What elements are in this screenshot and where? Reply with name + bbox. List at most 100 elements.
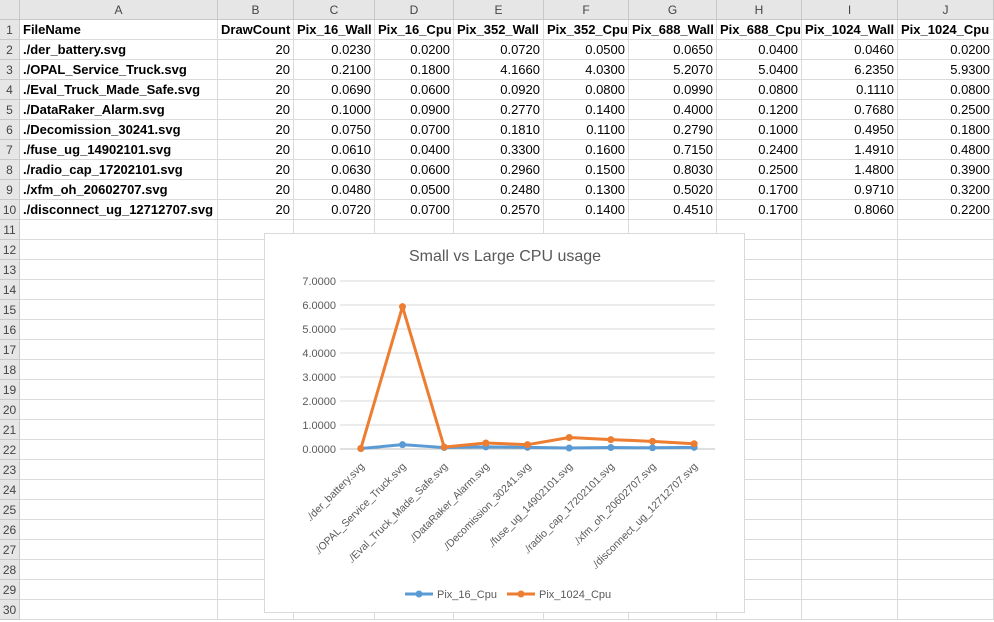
empty-cell[interactable] bbox=[20, 320, 218, 340]
table-cell[interactable]: 5.2070 bbox=[629, 60, 717, 80]
empty-cell[interactable] bbox=[20, 440, 218, 460]
row-header[interactable]: 4 bbox=[0, 80, 20, 100]
empty-cell[interactable] bbox=[20, 580, 218, 600]
table-cell[interactable]: 0.1600 bbox=[544, 140, 629, 160]
table-cell[interactable]: 0.1700 bbox=[717, 200, 802, 220]
table-cell[interactable]: 0.1700 bbox=[717, 180, 802, 200]
empty-cell[interactable] bbox=[717, 260, 802, 280]
table-cell[interactable]: 0.1800 bbox=[375, 60, 454, 80]
table-cell[interactable]: 0.4800 bbox=[898, 140, 994, 160]
table-cell[interactable]: 5.9300 bbox=[898, 60, 994, 80]
table-cell[interactable]: 20 bbox=[218, 180, 294, 200]
table-cell[interactable]: 0.3200 bbox=[898, 180, 994, 200]
row-header[interactable]: 22 bbox=[0, 440, 20, 460]
row-header[interactable]: 11 bbox=[0, 220, 20, 240]
table-cell[interactable]: ./Eval_Truck_Made_Safe.svg bbox=[20, 80, 218, 100]
empty-cell[interactable] bbox=[802, 420, 898, 440]
empty-cell[interactable] bbox=[20, 540, 218, 560]
empty-cell[interactable] bbox=[898, 300, 994, 320]
table-cell[interactable]: 0.1500 bbox=[544, 160, 629, 180]
table-cell[interactable]: 0.0500 bbox=[375, 180, 454, 200]
table-cell[interactable]: 0.0630 bbox=[294, 160, 375, 180]
table-cell[interactable]: ./fuse_ug_14902101.svg bbox=[20, 140, 218, 160]
table-cell[interactable]: 0.1400 bbox=[544, 100, 629, 120]
table-cell[interactable]: 0.1000 bbox=[717, 120, 802, 140]
empty-cell[interactable] bbox=[802, 340, 898, 360]
table-cell[interactable]: 0.0990 bbox=[629, 80, 717, 100]
empty-cell[interactable] bbox=[20, 500, 218, 520]
empty-cell[interactable] bbox=[717, 320, 802, 340]
empty-cell[interactable] bbox=[717, 400, 802, 420]
empty-cell[interactable] bbox=[802, 400, 898, 420]
table-cell[interactable]: 0.2100 bbox=[294, 60, 375, 80]
empty-cell[interactable] bbox=[20, 220, 218, 240]
table-cell[interactable]: 0.0500 bbox=[544, 40, 629, 60]
empty-cell[interactable] bbox=[802, 220, 898, 240]
table-cell[interactable]: 0.0800 bbox=[544, 80, 629, 100]
empty-cell[interactable] bbox=[20, 240, 218, 260]
table-cell[interactable]: 0.1200 bbox=[717, 100, 802, 120]
table-cell[interactable]: 0.2400 bbox=[717, 140, 802, 160]
empty-cell[interactable] bbox=[717, 480, 802, 500]
empty-cell[interactable] bbox=[20, 280, 218, 300]
table-cell[interactable]: 0.3300 bbox=[454, 140, 544, 160]
row-header[interactable]: 30 bbox=[0, 600, 20, 620]
empty-cell[interactable] bbox=[898, 560, 994, 580]
row-header[interactable]: 9 bbox=[0, 180, 20, 200]
table-cell[interactable]: ./xfm_oh_20602707.svg bbox=[20, 180, 218, 200]
table-cell[interactable]: 6.2350 bbox=[802, 60, 898, 80]
empty-cell[interactable] bbox=[802, 280, 898, 300]
table-cell[interactable]: 0.0200 bbox=[375, 40, 454, 60]
row-header[interactable]: 24 bbox=[0, 480, 20, 500]
empty-cell[interactable] bbox=[802, 320, 898, 340]
table-cell[interactable]: 0.2960 bbox=[454, 160, 544, 180]
empty-cell[interactable] bbox=[802, 560, 898, 580]
table-cell[interactable]: ./disconnect_ug_12712707.svg bbox=[20, 200, 218, 220]
table-cell[interactable]: 0.3900 bbox=[898, 160, 994, 180]
empty-cell[interactable] bbox=[898, 260, 994, 280]
table-cell[interactable]: 0.0400 bbox=[717, 40, 802, 60]
table-cell[interactable]: 20 bbox=[218, 40, 294, 60]
table-cell[interactable]: 0.1100 bbox=[544, 120, 629, 140]
empty-cell[interactable] bbox=[20, 400, 218, 420]
empty-cell[interactable] bbox=[898, 360, 994, 380]
row-header[interactable]: 20 bbox=[0, 400, 20, 420]
table-cell[interactable]: 0.0800 bbox=[717, 80, 802, 100]
table-cell[interactable]: 0.0400 bbox=[375, 140, 454, 160]
header-cell[interactable]: FileName bbox=[20, 20, 218, 40]
column-header-e[interactable]: E bbox=[454, 0, 544, 20]
empty-cell[interactable] bbox=[898, 320, 994, 340]
row-header[interactable]: 26 bbox=[0, 520, 20, 540]
row-header[interactable]: 21 bbox=[0, 420, 20, 440]
table-cell[interactable]: 0.2500 bbox=[717, 160, 802, 180]
table-cell[interactable]: 5.0400 bbox=[717, 60, 802, 80]
table-cell[interactable]: 0.0800 bbox=[898, 80, 994, 100]
column-header-j[interactable]: J bbox=[898, 0, 994, 20]
table-cell[interactable]: 0.0720 bbox=[294, 200, 375, 220]
table-cell[interactable]: 0.1400 bbox=[544, 200, 629, 220]
table-cell[interactable]: 0.0920 bbox=[454, 80, 544, 100]
table-cell[interactable]: 0.2790 bbox=[629, 120, 717, 140]
table-cell[interactable]: 0.2200 bbox=[898, 200, 994, 220]
empty-cell[interactable] bbox=[717, 360, 802, 380]
empty-cell[interactable] bbox=[898, 460, 994, 480]
header-cell[interactable]: Pix_352_Wall bbox=[454, 20, 544, 40]
table-cell[interactable]: 0.1000 bbox=[294, 100, 375, 120]
table-cell[interactable]: 20 bbox=[218, 200, 294, 220]
row-header[interactable]: 12 bbox=[0, 240, 20, 260]
table-cell[interactable]: 0.1110 bbox=[802, 80, 898, 100]
empty-cell[interactable] bbox=[20, 360, 218, 380]
table-cell[interactable]: 0.0230 bbox=[294, 40, 375, 60]
empty-cell[interactable] bbox=[802, 440, 898, 460]
empty-cell[interactable] bbox=[898, 380, 994, 400]
table-cell[interactable]: 0.2500 bbox=[898, 100, 994, 120]
empty-cell[interactable] bbox=[717, 300, 802, 320]
empty-cell[interactable] bbox=[898, 600, 994, 620]
header-cell[interactable]: Pix_1024_Cpu bbox=[898, 20, 994, 40]
empty-cell[interactable] bbox=[20, 340, 218, 360]
empty-cell[interactable] bbox=[898, 400, 994, 420]
table-cell[interactable]: 0.1300 bbox=[544, 180, 629, 200]
row-header[interactable]: 23 bbox=[0, 460, 20, 480]
empty-cell[interactable] bbox=[717, 580, 802, 600]
empty-cell[interactable] bbox=[717, 560, 802, 580]
